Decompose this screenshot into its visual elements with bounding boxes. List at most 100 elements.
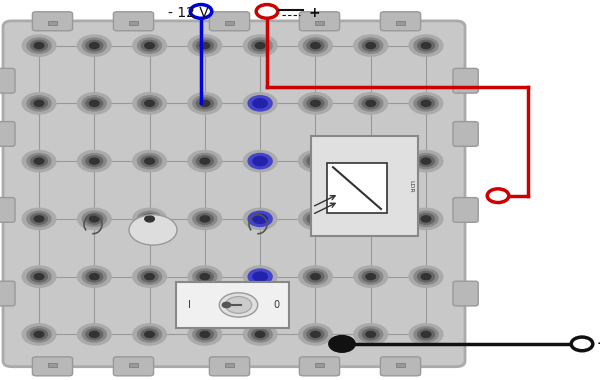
Circle shape: [487, 189, 509, 203]
Circle shape: [418, 329, 434, 340]
FancyBboxPatch shape: [0, 281, 15, 306]
Bar: [128, 363, 138, 367]
Circle shape: [133, 35, 166, 56]
Circle shape: [82, 38, 106, 53]
Circle shape: [188, 208, 221, 230]
Circle shape: [22, 150, 56, 172]
Circle shape: [77, 208, 111, 230]
Circle shape: [418, 40, 434, 51]
FancyBboxPatch shape: [32, 12, 73, 31]
Circle shape: [299, 266, 332, 287]
Circle shape: [421, 100, 431, 106]
Circle shape: [418, 271, 434, 282]
Text: +: +: [309, 6, 320, 20]
Circle shape: [220, 293, 258, 317]
Circle shape: [137, 96, 161, 111]
Circle shape: [27, 96, 51, 111]
Circle shape: [77, 324, 111, 345]
Circle shape: [82, 269, 106, 284]
Text: 0: 0: [273, 300, 279, 310]
Circle shape: [329, 336, 355, 352]
Bar: [224, 363, 235, 367]
Circle shape: [193, 154, 217, 169]
Circle shape: [304, 38, 328, 53]
Circle shape: [409, 208, 443, 230]
Circle shape: [27, 38, 51, 53]
Circle shape: [359, 269, 383, 284]
Circle shape: [304, 211, 328, 226]
Circle shape: [196, 40, 213, 51]
Circle shape: [311, 43, 320, 49]
Circle shape: [86, 98, 103, 109]
Circle shape: [414, 96, 438, 111]
Circle shape: [200, 158, 209, 164]
Circle shape: [188, 150, 221, 172]
Circle shape: [253, 99, 268, 108]
Circle shape: [304, 269, 328, 284]
Circle shape: [133, 93, 166, 114]
Circle shape: [82, 154, 106, 169]
FancyBboxPatch shape: [453, 281, 478, 306]
Circle shape: [22, 324, 56, 345]
Circle shape: [421, 158, 431, 164]
Circle shape: [304, 327, 328, 342]
Circle shape: [77, 93, 111, 114]
Circle shape: [77, 150, 111, 172]
Circle shape: [133, 150, 166, 172]
Circle shape: [89, 331, 99, 337]
FancyBboxPatch shape: [32, 357, 73, 376]
Circle shape: [34, 274, 44, 280]
Circle shape: [299, 208, 332, 230]
FancyBboxPatch shape: [209, 357, 250, 376]
Bar: [314, 21, 325, 25]
Circle shape: [137, 211, 161, 226]
Circle shape: [409, 93, 443, 114]
Circle shape: [248, 327, 272, 342]
Circle shape: [193, 327, 217, 342]
FancyBboxPatch shape: [299, 12, 340, 31]
Circle shape: [82, 211, 106, 226]
Circle shape: [244, 324, 277, 345]
FancyBboxPatch shape: [311, 136, 418, 236]
Circle shape: [200, 216, 209, 222]
Circle shape: [253, 214, 268, 223]
Circle shape: [409, 266, 443, 287]
Circle shape: [362, 156, 379, 166]
Circle shape: [256, 331, 265, 337]
FancyBboxPatch shape: [299, 357, 340, 376]
Circle shape: [307, 98, 324, 109]
Bar: [396, 363, 406, 367]
Circle shape: [188, 324, 221, 345]
Circle shape: [311, 100, 320, 106]
Circle shape: [421, 43, 431, 49]
Circle shape: [133, 208, 166, 230]
Circle shape: [193, 38, 217, 53]
Circle shape: [200, 274, 209, 280]
Circle shape: [141, 40, 158, 51]
Bar: [396, 21, 406, 25]
Circle shape: [188, 266, 221, 287]
FancyBboxPatch shape: [3, 21, 465, 367]
Circle shape: [34, 331, 44, 337]
Circle shape: [141, 98, 158, 109]
Circle shape: [366, 43, 376, 49]
Circle shape: [27, 269, 51, 284]
Circle shape: [89, 216, 99, 222]
Circle shape: [27, 327, 51, 342]
Circle shape: [362, 214, 379, 224]
Circle shape: [362, 329, 379, 340]
Circle shape: [225, 296, 252, 313]
Circle shape: [145, 43, 154, 49]
Circle shape: [354, 93, 388, 114]
Circle shape: [307, 40, 324, 51]
FancyBboxPatch shape: [113, 357, 154, 376]
Circle shape: [362, 98, 379, 109]
Circle shape: [133, 266, 166, 287]
Circle shape: [409, 150, 443, 172]
Circle shape: [27, 211, 51, 226]
Circle shape: [366, 100, 376, 106]
Circle shape: [366, 216, 376, 222]
Circle shape: [248, 96, 272, 111]
Circle shape: [193, 269, 217, 284]
Circle shape: [304, 96, 328, 111]
